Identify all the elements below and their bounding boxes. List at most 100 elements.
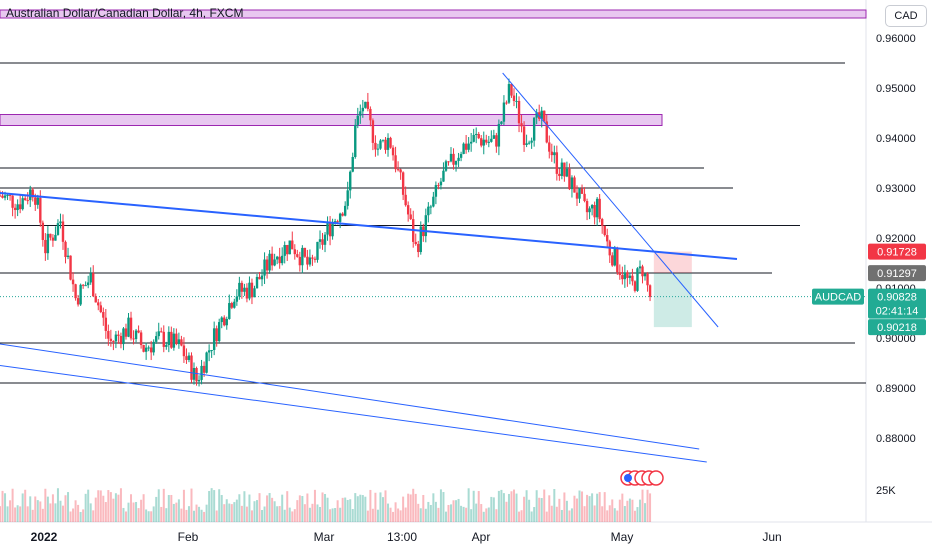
volume-bar [613,508,616,522]
volume-bar [419,508,422,522]
volume-bar [412,488,415,522]
volume-bar [447,504,450,522]
volume-bar [281,494,284,522]
volume-bar [253,501,256,522]
volume-bar [215,510,218,522]
candle-body [548,142,551,152]
volume-bar [228,503,231,522]
volume-bar [225,499,228,522]
volume-bar [273,501,276,522]
candle-body [270,253,274,266]
candle-body [464,143,468,150]
candle-body [112,340,115,342]
candle-body [369,108,372,121]
volume-bar [500,489,503,522]
candle-body [238,282,241,297]
volume-bar [528,499,531,522]
volume-bar [69,511,72,522]
volume-bar [392,511,395,522]
entry-price-tag-text: 0.91297 [877,268,917,280]
volume-bar [119,488,122,522]
volume-bar [200,509,203,522]
volume-bar [321,492,324,522]
candle-body [328,223,332,237]
trendline-1 [0,192,738,260]
volume-axis-label: 25K [876,485,896,497]
volume-bar [376,509,379,522]
candle-body [207,350,211,353]
volume-bar [399,510,402,522]
candle-body [175,333,178,345]
volume-bar [21,493,24,522]
volume-bar [354,493,357,522]
candle-body [240,282,244,292]
candle-body [16,204,19,211]
volume-bar [208,491,211,522]
candle-body [409,214,412,220]
candle-body [182,345,186,357]
candle-body [578,188,581,199]
candle-body [517,100,521,124]
x-tick-label: Jun [762,530,781,544]
candle-body [296,254,299,257]
candle-body [341,213,344,216]
candle-body [97,302,100,306]
candle-body [535,112,538,118]
candle-body [134,330,138,340]
candle-body [394,155,397,170]
candle-body [8,194,12,196]
volume-bar [593,505,596,522]
volume-bar [374,492,377,522]
candle-body [628,275,632,278]
candle-body [636,268,639,291]
candle-body [255,276,259,289]
candle-body [429,206,433,208]
volume-bar [29,496,32,522]
candle-body [389,137,392,148]
volume-bar [623,506,626,522]
volume-bar [301,496,304,522]
candle-body [36,197,39,205]
candle-body [258,276,261,280]
volume-bar [535,490,538,522]
volume-bar [157,489,160,522]
current-price-text: 0.90828 [877,292,917,304]
volume-bar [432,493,435,522]
volume-bar [230,504,233,522]
candle-body [51,237,55,241]
volume-bar [248,494,251,522]
volume-bar [462,506,465,522]
currency-button[interactable]: CAD [885,5,927,27]
candle-body [273,259,276,266]
candle-body [454,160,458,165]
candle-body [0,195,2,197]
volume-bar [477,491,480,522]
volume-bar [114,493,117,522]
candle-body [200,365,203,380]
candle-body [167,331,171,346]
candle-body [379,140,382,149]
resistance-zone-1 [0,9,867,19]
y-tick-label: 0.93000 [876,183,916,195]
volume-bar [324,493,327,522]
volume-bar [145,509,148,522]
volume-bar [41,508,44,522]
candle-body [515,100,518,102]
candle-body [643,273,647,277]
candle-body [197,379,201,382]
volume-bar [520,510,523,522]
volume-bar [583,506,586,522]
candle-body [590,205,594,209]
candle-body [316,241,319,260]
candle-body [157,331,160,337]
volume-bar [621,493,624,522]
candle-body [452,153,455,165]
candle-body [253,288,256,298]
candle-body [485,139,488,143]
volume-bar [243,491,246,522]
candle-body [462,143,465,154]
volume-bar [538,497,541,522]
volume-bar [89,503,92,522]
candle-body [401,172,405,195]
